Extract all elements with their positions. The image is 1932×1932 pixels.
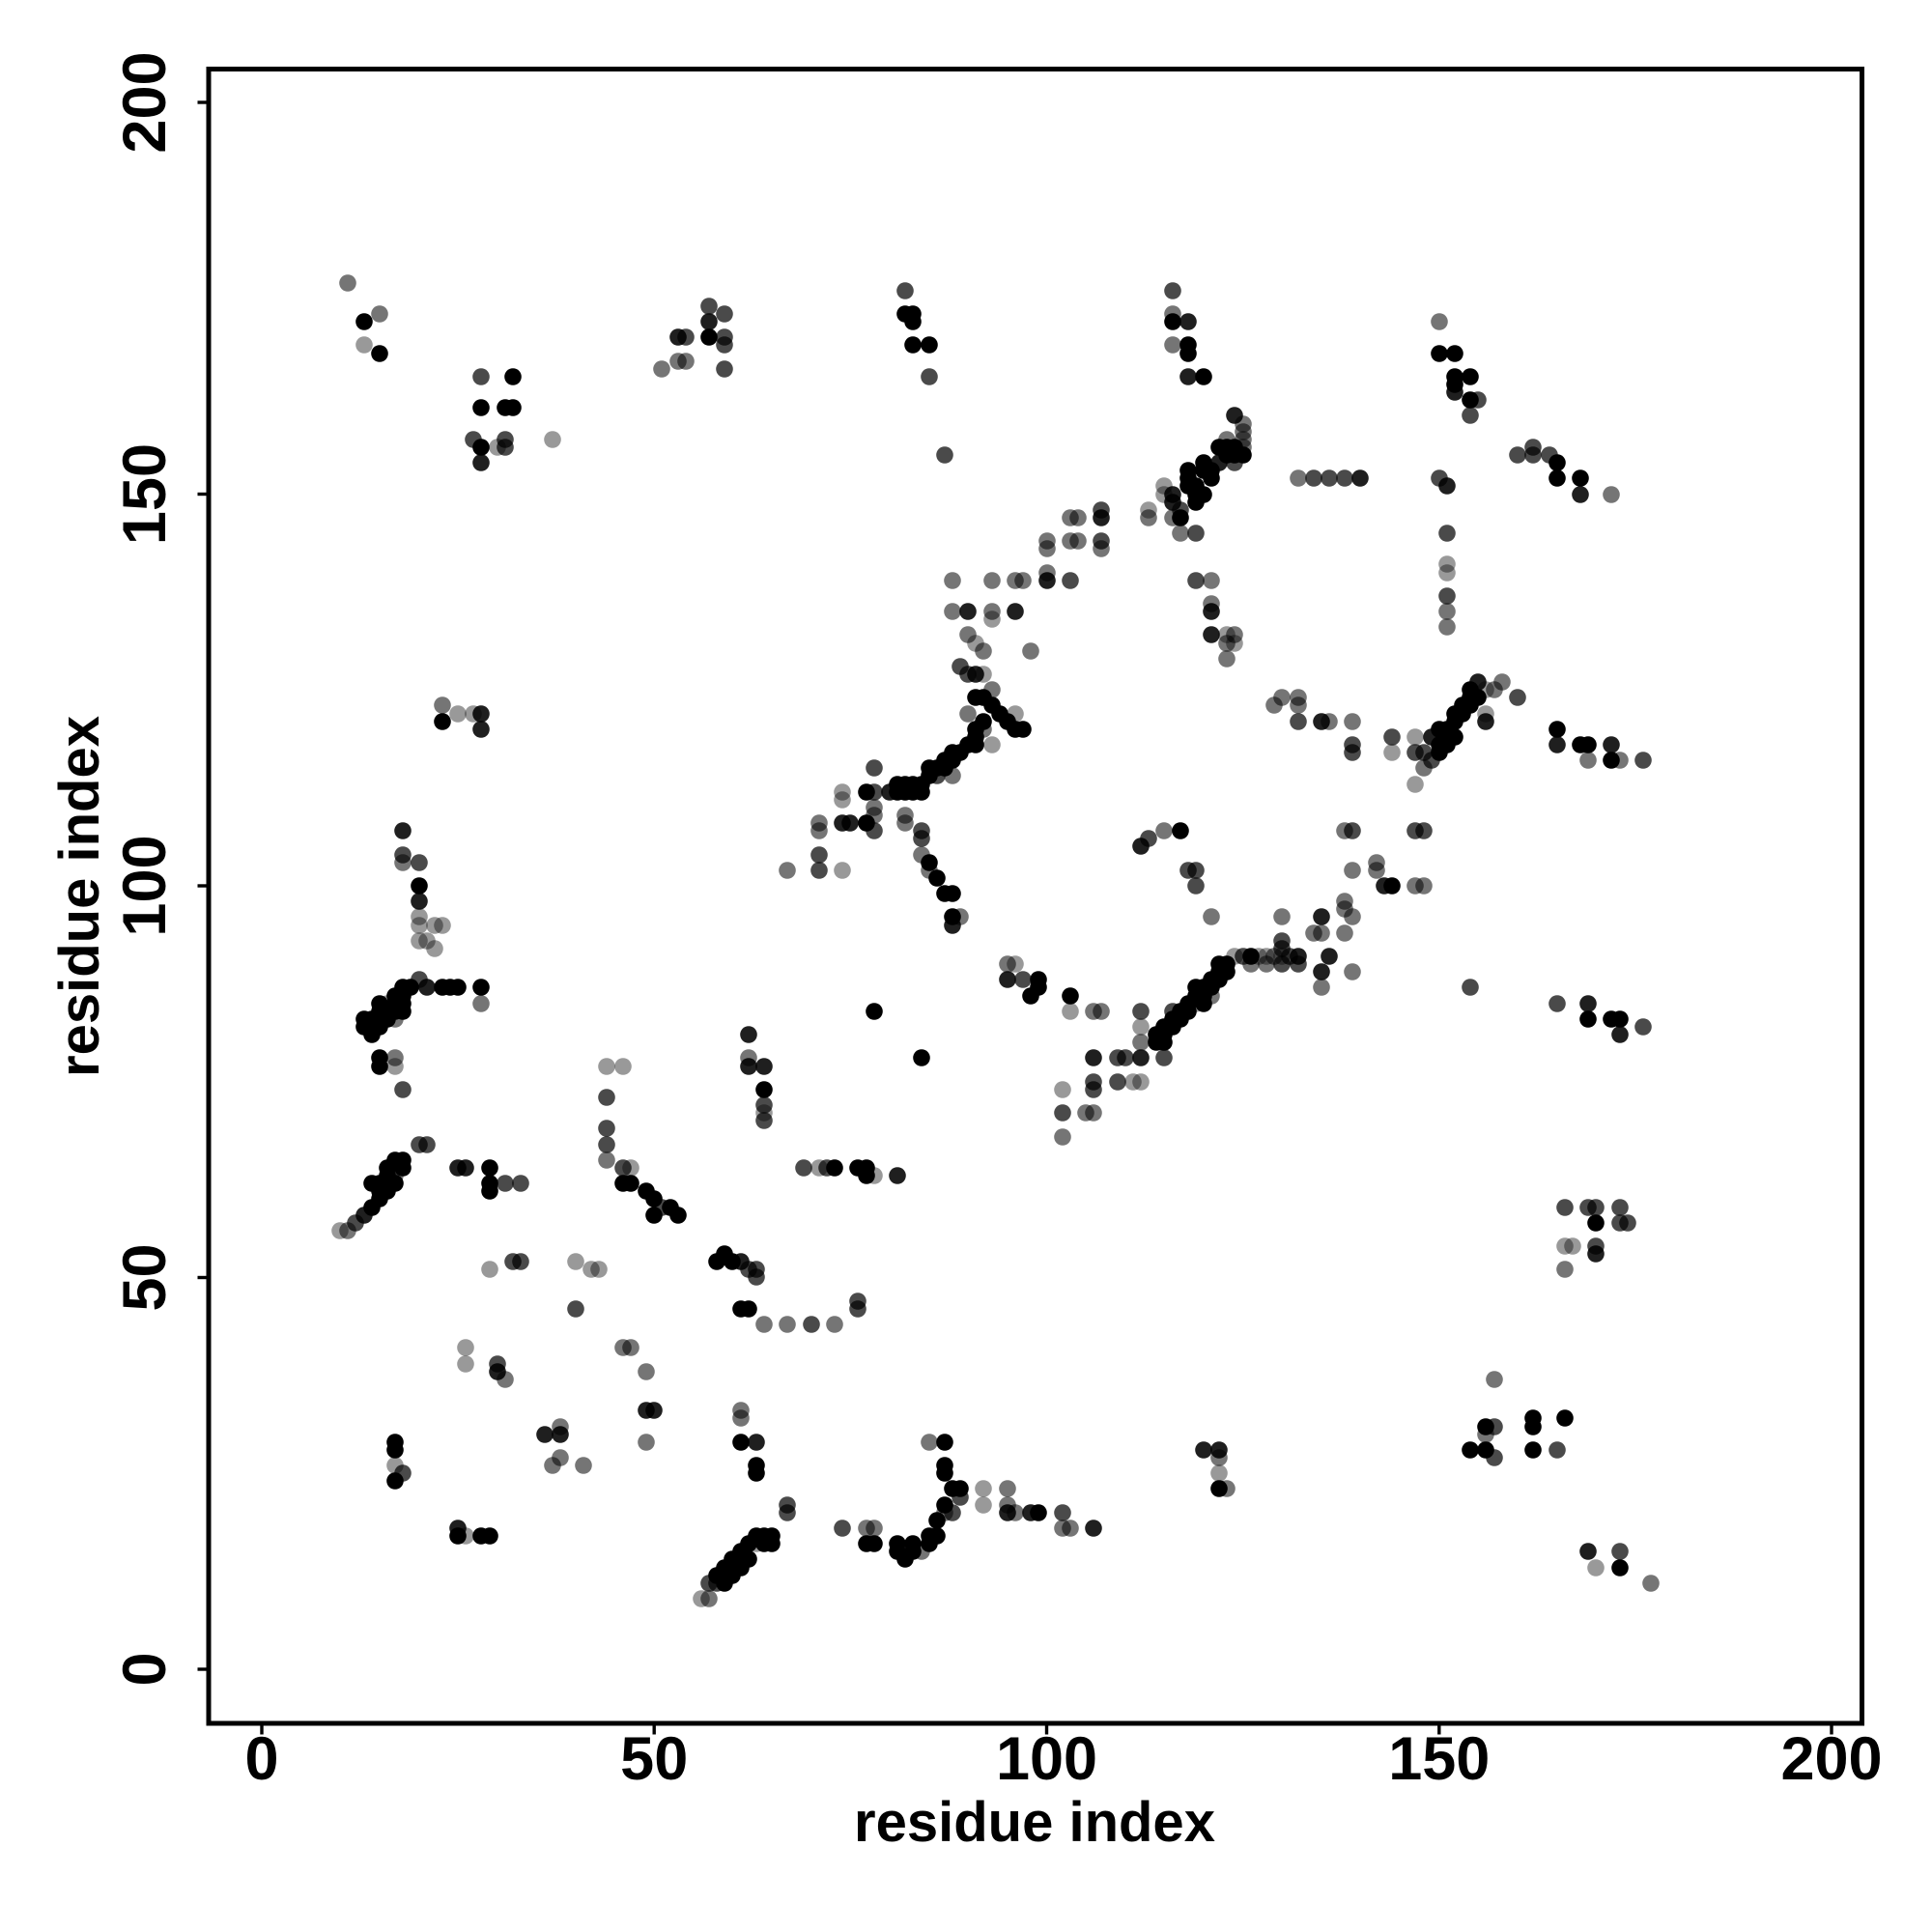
svg-text:50: 50: [620, 1725, 688, 1793]
svg-text:150: 150: [1388, 1725, 1490, 1793]
svg-text:150: 150: [111, 443, 179, 545]
svg-text:residue index: residue index: [48, 716, 111, 1077]
svg-text:100: 100: [111, 835, 179, 936]
svg-text:100: 100: [996, 1725, 1097, 1793]
svg-text:residue index: residue index: [854, 1791, 1215, 1854]
svg-text:200: 200: [1780, 1725, 1882, 1793]
svg-text:200: 200: [111, 51, 179, 153]
svg-text:50: 50: [111, 1243, 179, 1311]
svg-text:0: 0: [244, 1725, 278, 1793]
svg-text:0: 0: [111, 1652, 179, 1686]
